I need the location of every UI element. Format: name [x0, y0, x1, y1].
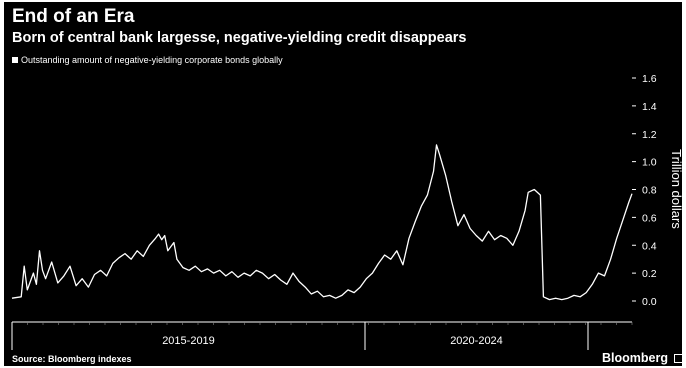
axes-layer: 2015-2019 2020-2024 0.0 0.2 0.4 0.6 0.8 1.0 1.2 1…	[11, 73, 684, 350]
y-tick-label: 1.4	[642, 101, 657, 113]
x-category-label: 2020-2024	[450, 335, 503, 347]
y-tick-label: 0.0	[642, 296, 657, 308]
y-tick-label: 1.0	[642, 157, 657, 169]
chart-title: End of an Era	[12, 6, 135, 27]
chart-panel: End of an Era Born of central bank large…	[4, 2, 683, 366]
y-tick-label: 0.2	[642, 268, 657, 280]
legend: Outstanding amount of negative-yielding …	[12, 54, 283, 66]
y-tick-label: 1.2	[642, 129, 657, 141]
y-tick-label: 0.4	[642, 240, 657, 252]
y-axis-label: Trillion dollars	[669, 149, 684, 229]
series-line	[11, 144, 633, 301]
legend-swatch	[12, 57, 18, 63]
y-tick-label: 0.8	[642, 185, 657, 197]
x-category-label: 2015-2019	[162, 335, 215, 347]
source-note: Source: Bloomberg indexes	[12, 354, 132, 364]
brand-mark-icon	[674, 354, 683, 363]
series-layer	[11, 144, 633, 301]
legend-label: Outstanding amount of negative-yielding …	[21, 55, 283, 65]
y-tick-label: 0.6	[642, 212, 657, 224]
chart-subtitle: Born of central bank largesse, negative-…	[12, 30, 467, 46]
brand-logo: Bloomberg	[602, 351, 668, 365]
y-tick-label: 1.6	[642, 73, 657, 85]
